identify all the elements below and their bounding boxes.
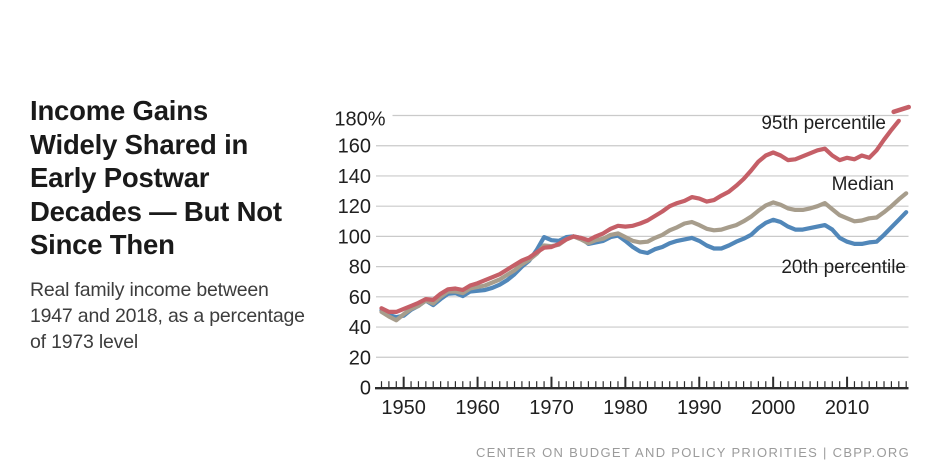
- axes: 0 20 40 60 80 100 120 140 160 180% 1950 1960 1970 198…: [334, 109, 909, 419]
- x-axis-label-1990: 1990: [677, 397, 722, 419]
- series-labels: 95th percentile Median 20th percentile: [761, 113, 906, 278]
- page-title: Income Gains Widely Shared in Early Post…: [30, 94, 350, 262]
- subtitle-line-2: 1947 and 2018, as a percentage: [30, 305, 305, 327]
- x-axis-label-1950: 1950: [381, 397, 426, 419]
- series-line-median: [379, 191, 909, 323]
- y-axis-label-20: 20: [349, 347, 371, 369]
- title-line-3: Early Postwar: [30, 162, 210, 193]
- y-axis-label-160: 160: [338, 136, 371, 158]
- title-line-2: Widely Shared in: [30, 128, 249, 160]
- series-p95-2018-dash: [891, 104, 911, 115]
- series-lines: [379, 104, 911, 323]
- y-axis-label-100: 100: [338, 226, 371, 248]
- x-axis-label-1960: 1960: [455, 397, 500, 419]
- x-axis-label-1970: 1970: [529, 397, 574, 419]
- series-label-95th-percentile: 95th percentile: [761, 113, 886, 134]
- y-axis-label-40: 40: [349, 317, 371, 339]
- chart-subtitle: Real family income between 1947 and 2018…: [30, 277, 350, 355]
- series-line-p20: [379, 210, 909, 320]
- y-axis-label-140: 140: [338, 166, 371, 188]
- y-axis-label-0: 0: [360, 378, 371, 400]
- x-axis-label-2010: 2010: [825, 397, 870, 419]
- y-axis-label-60: 60: [349, 287, 371, 309]
- title-line-4: Decades — But Not: [30, 195, 282, 227]
- y-axis-label-80: 80: [349, 257, 371, 279]
- footer-credit: CENTER ON BUDGET AND POLICY PRIORITIES |…: [475, 445, 910, 460]
- y-axis-label-180: 180%: [334, 109, 385, 131]
- subtitle-line-3: of 1973 level: [30, 331, 138, 353]
- gridlines: [376, 114, 909, 358]
- title-line-5: Since Then: [30, 229, 175, 260]
- x-axis-label-1980: 1980: [603, 397, 648, 419]
- title-line-1: Income Gains: [30, 95, 208, 126]
- x-axis-label-2000: 2000: [751, 397, 796, 419]
- series-label-median: Median: [832, 174, 894, 195]
- y-axis-label-120: 120: [338, 196, 371, 218]
- series-line-p95: [379, 118, 901, 314]
- series-label-20th-percentile: 20th percentile: [781, 257, 906, 278]
- subtitle-line-1: Real family income between: [30, 279, 269, 301]
